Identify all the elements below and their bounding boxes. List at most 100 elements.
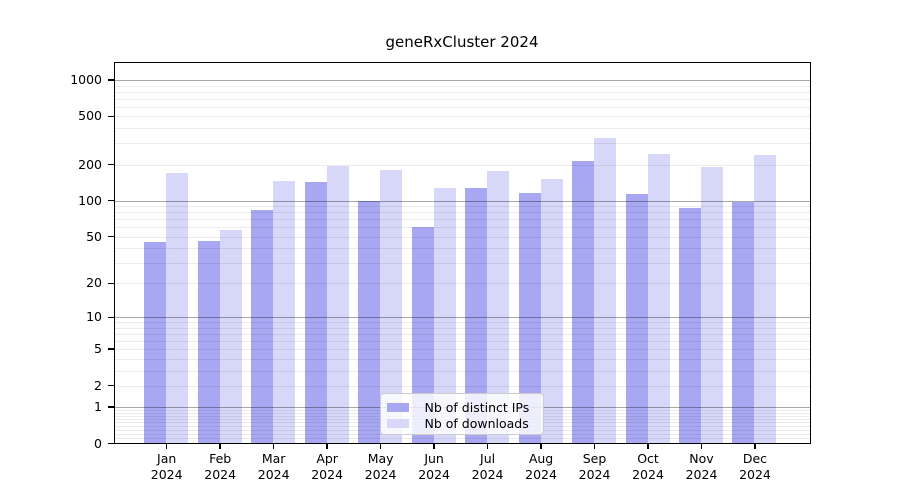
minor-gridline: [113, 341, 811, 343]
y-axis-label: 500: [78, 108, 102, 124]
bar-distinct-ips-dec: [732, 202, 755, 444]
y-axis-tick: [107, 384, 114, 387]
minor-gridline: [113, 128, 811, 130]
bar-downloads-mar: [273, 181, 296, 444]
minor-gridline: [113, 385, 811, 387]
bar-distinct-ips-jan: [144, 242, 167, 444]
x-axis-tick: [700, 443, 703, 449]
y-axis-label: 10: [86, 309, 102, 325]
x-axis-tick: [754, 443, 756, 449]
bar-downloads-feb: [219, 229, 242, 444]
bar-distinct-ips-mar: [251, 209, 274, 444]
bar-distinct-ips-sep: [572, 160, 595, 444]
x-axis-tick: [379, 443, 382, 449]
y-axis-tick: [107, 79, 114, 81]
y-axis-tick: [107, 282, 114, 285]
y-axis-tick: [107, 316, 114, 319]
minor-gridline: [113, 98, 811, 100]
minor-gridline: [113, 283, 811, 285]
legend-item-downloads: Nb of downloads: [386, 415, 543, 431]
bar-distinct-ips-oct: [625, 193, 648, 444]
y-axis-label: 50: [86, 228, 102, 244]
x-axis-tick: [272, 443, 275, 449]
major-gridline: [113, 200, 811, 202]
x-axis-label: Sep 2024: [578, 451, 611, 482]
minor-gridline: [113, 164, 811, 166]
x-axis-label: Mar 2024: [257, 451, 290, 482]
y-axis-label: 20: [86, 275, 102, 291]
legend-label-distinct-ips: Nb of distinct IPs: [424, 399, 530, 415]
plot-area: [113, 62, 811, 444]
bar-distinct-ips-apr: [304, 182, 327, 444]
y-axis-label: 1: [94, 399, 102, 415]
y-axis-label: 100: [78, 192, 102, 208]
y-axis-tick: [107, 163, 114, 166]
minor-gridline: [113, 262, 811, 264]
minor-gridline: [113, 116, 811, 118]
x-axis-label: Dec 2024: [739, 451, 771, 482]
bar-downloads-sep: [594, 138, 617, 444]
x-axis-label: Jul 2024: [471, 451, 504, 482]
x-axis-label: Nov 2024: [685, 451, 718, 482]
x-axis-label: Oct 2024: [632, 451, 664, 482]
x-axis-label: Feb 2024: [204, 451, 237, 482]
bar-distinct-ips-nov: [679, 207, 701, 444]
bar-downloads-may: [380, 170, 403, 444]
minor-gridline: [113, 206, 811, 208]
y-axis-tick: [107, 115, 114, 118]
legend-label-downloads: Nb of downloads: [424, 415, 529, 431]
bar-distinct-ips-aug: [518, 192, 541, 444]
bar-downloads-dec: [754, 154, 777, 444]
minor-gridline: [113, 370, 811, 372]
bar-downloads-nov: [701, 167, 723, 444]
minor-gridline: [113, 106, 811, 108]
major-gridline: [113, 80, 811, 82]
x-axis-tick: [593, 443, 596, 449]
minor-gridline: [113, 358, 811, 360]
y-axis-label: 1000: [70, 72, 102, 88]
minor-gridline: [113, 212, 811, 214]
x-axis-tick: [165, 443, 168, 449]
y-axis-label: 5: [94, 341, 102, 357]
x-axis-tick: [540, 443, 542, 449]
bar-downloads-apr: [326, 166, 349, 444]
y-axis-tick: [107, 442, 114, 445]
x-axis-tick: [647, 443, 649, 449]
y-axis-tick: [107, 199, 114, 202]
bar-downloads-oct: [647, 154, 670, 444]
major-gridline: [113, 317, 811, 319]
bar-distinct-ips-feb: [197, 240, 220, 444]
y-axis-label: 2: [94, 377, 102, 393]
x-axis-tick: [433, 443, 435, 449]
x-axis-label: Jan 2024: [150, 451, 183, 482]
minor-gridline: [113, 227, 811, 229]
minor-gridline: [113, 438, 811, 440]
y-axis-tick: [107, 406, 114, 408]
minor-gridline: [113, 334, 811, 336]
minor-gridline: [113, 349, 811, 351]
x-axis-tick: [326, 443, 328, 449]
x-axis-label: May 2024: [364, 451, 397, 482]
minor-gridline: [113, 327, 811, 329]
y-axis-tick: [107, 235, 114, 238]
minor-gridline: [113, 85, 811, 87]
legend-swatch-downloads-icon: [386, 418, 409, 428]
bar-downloads-jul: [487, 170, 510, 444]
y-axis-label: 0: [94, 435, 102, 451]
bar-distinct-ips-may: [358, 200, 381, 444]
bar-distinct-ips-jun: [411, 227, 434, 444]
minor-gridline: [113, 91, 811, 93]
bar-downloads-aug: [540, 179, 563, 444]
bar-downloads-jan: [166, 172, 189, 444]
legend-swatch-distinct-ips-icon: [386, 402, 409, 412]
x-axis-label: Jun 2024: [418, 451, 450, 482]
minor-gridline: [113, 143, 811, 145]
minor-gridline: [113, 219, 811, 221]
legend: Nb of distinct IPs Nb of downloads: [379, 393, 544, 435]
x-axis-tick: [219, 443, 221, 449]
bar-downloads-jun: [433, 188, 456, 444]
bar-distinct-ips-jul: [465, 187, 488, 444]
legend-item-distinct-ips: Nb of distinct IPs: [386, 399, 543, 415]
y-axis-label: 200: [78, 156, 102, 172]
